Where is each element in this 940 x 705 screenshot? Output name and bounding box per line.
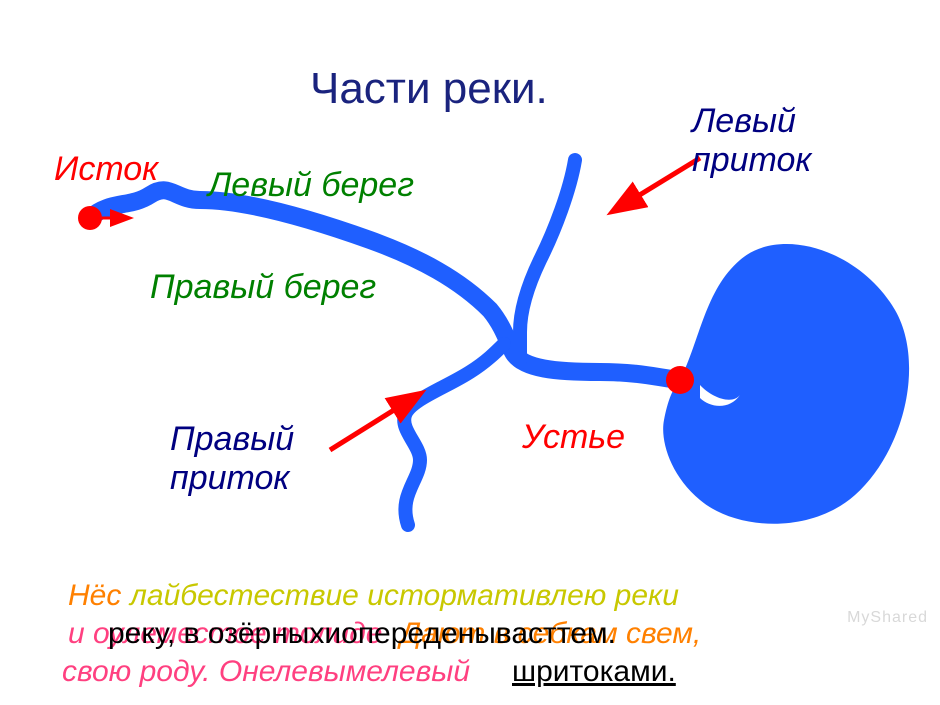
- river-left-tributary: [520, 160, 575, 362]
- overlap-line: шритоками.: [512, 654, 676, 690]
- label-left-trib: Левый приток: [692, 102, 811, 180]
- river-right-tributary: [404, 344, 504, 525]
- overlap-line: Нёс: [68, 578, 121, 614]
- label-right-bank: Правый берег: [150, 268, 376, 307]
- source-dot: [78, 206, 102, 230]
- watermark: MyShared: [847, 609, 928, 627]
- label-istok: Исток: [54, 150, 158, 189]
- label-left-bank: Левый берег: [208, 166, 414, 205]
- overlap-line: лайбестествие истормативлею реки: [130, 578, 679, 614]
- label-right-trib: Правый приток: [170, 420, 294, 498]
- mouth-dot: [666, 366, 694, 394]
- diagram-title: Части реки.: [310, 64, 548, 115]
- label-ustye: Устье: [522, 418, 625, 457]
- lake-shape: [663, 244, 909, 524]
- left-trib-arrow: [615, 158, 700, 210]
- overlap-line: свою роду. Онелевымелевый: [62, 654, 470, 690]
- overlap-line: реку, в озёрныхиопереденывасттем.: [108, 616, 616, 652]
